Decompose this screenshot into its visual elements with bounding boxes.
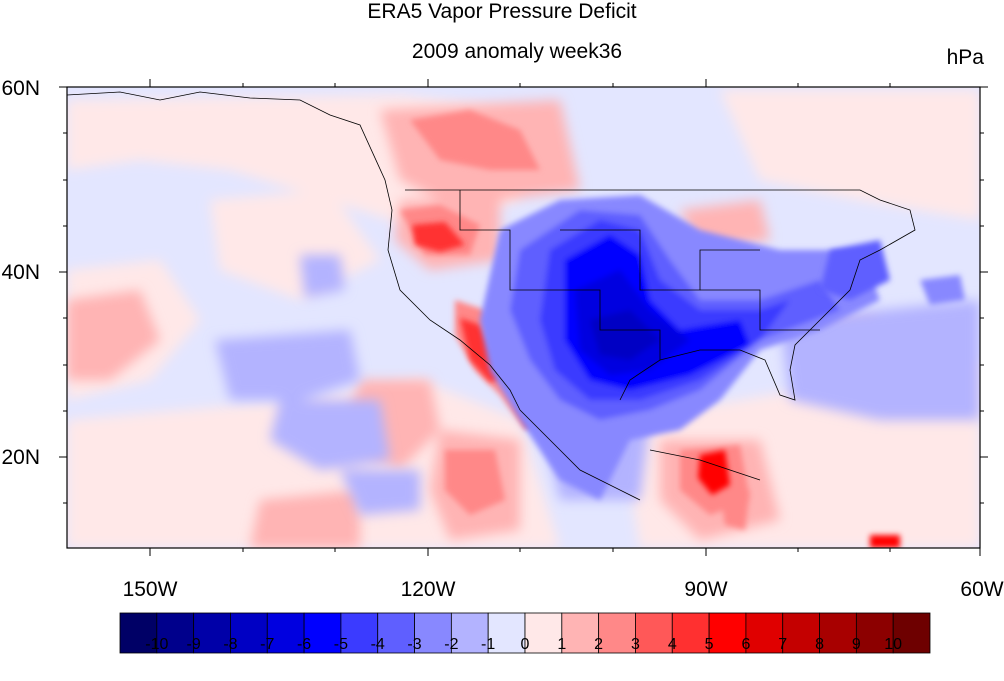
colorbar-swatch xyxy=(414,612,452,654)
colorbar-swatch xyxy=(598,612,636,654)
colorbar-tick-label: -9 xyxy=(186,636,201,653)
colorbar-swatch xyxy=(303,612,342,654)
colorbar-tick-label: 6 xyxy=(741,636,751,653)
chart-title: ERA5 Vapor Pressure Deficit xyxy=(367,0,637,23)
units-label: hPa xyxy=(946,46,984,69)
colorbar-swatch xyxy=(635,612,673,654)
colorbar-tick-label: -1 xyxy=(481,636,496,653)
colorbar-swatch xyxy=(782,612,820,654)
axis-ticks xyxy=(59,79,988,556)
colorbar-tick-label: -6 xyxy=(296,636,312,653)
light-negative-areas xyxy=(215,255,980,515)
anomaly-field xyxy=(67,87,980,548)
colorbar-swatch xyxy=(671,612,710,654)
colorbar-tick-label: 4 xyxy=(667,636,677,653)
colorbar-swatch xyxy=(377,612,415,654)
colorbar-tick-label: 9 xyxy=(851,636,861,653)
colorbar-swatch xyxy=(708,612,747,654)
chart-subtitle: 2009 anomaly week36 xyxy=(411,40,623,63)
lat-label-20n: 20N xyxy=(1,446,40,469)
colorbar-swatch xyxy=(561,612,600,654)
east-coast-negatives xyxy=(820,240,965,305)
colorbar-swatch xyxy=(819,612,857,654)
colorbar-swatch xyxy=(892,612,931,654)
colorbar-tick-label: 2 xyxy=(594,636,604,653)
colorbar-tick-label: -2 xyxy=(444,636,459,653)
colorbar-tick-label: -4 xyxy=(370,636,385,653)
lat-label-40n: 40N xyxy=(1,261,40,284)
colorbar-tick-label: -5 xyxy=(333,636,349,653)
colorbar-tick-label: 7 xyxy=(778,636,788,653)
colorbar-tick-label: -3 xyxy=(407,636,422,653)
colorbar-swatch xyxy=(230,612,268,654)
colorbar-tick-label: -10 xyxy=(145,636,169,653)
colorbar-swatch xyxy=(487,612,526,654)
colorbar-swatch xyxy=(266,612,305,654)
colorbar-swatch xyxy=(745,612,784,654)
colorbar-tick-label: -7 xyxy=(260,636,275,653)
colorbar xyxy=(119,612,931,654)
lon-label-90w: 90W xyxy=(684,578,728,601)
colorbar-swatch xyxy=(119,612,158,654)
colorbar-swatch xyxy=(340,612,379,654)
colorbar-swatch xyxy=(855,612,894,654)
lon-label-120w: 120W xyxy=(400,578,456,601)
colorbar-swatch xyxy=(524,612,563,654)
lon-label-150w: 150W xyxy=(122,578,178,601)
colorbar-tick-label: 0 xyxy=(520,636,530,653)
great-plains-negative-anomaly xyxy=(480,195,880,500)
colorbar-tick-label: 5 xyxy=(704,636,714,653)
colorbar-tick-label: 10 xyxy=(884,636,903,653)
colorbar-tick-label: 1 xyxy=(557,636,567,653)
colorbar-swatch xyxy=(156,612,195,654)
colorbar-tick-label: 8 xyxy=(815,636,824,653)
lat-label-60n: 60N xyxy=(1,77,40,100)
colorbar-tick-label: 3 xyxy=(631,636,640,653)
lon-label-60w: 60W xyxy=(960,578,1004,601)
coastlines xyxy=(67,91,916,501)
colorbar-tick-label: -8 xyxy=(223,636,238,653)
